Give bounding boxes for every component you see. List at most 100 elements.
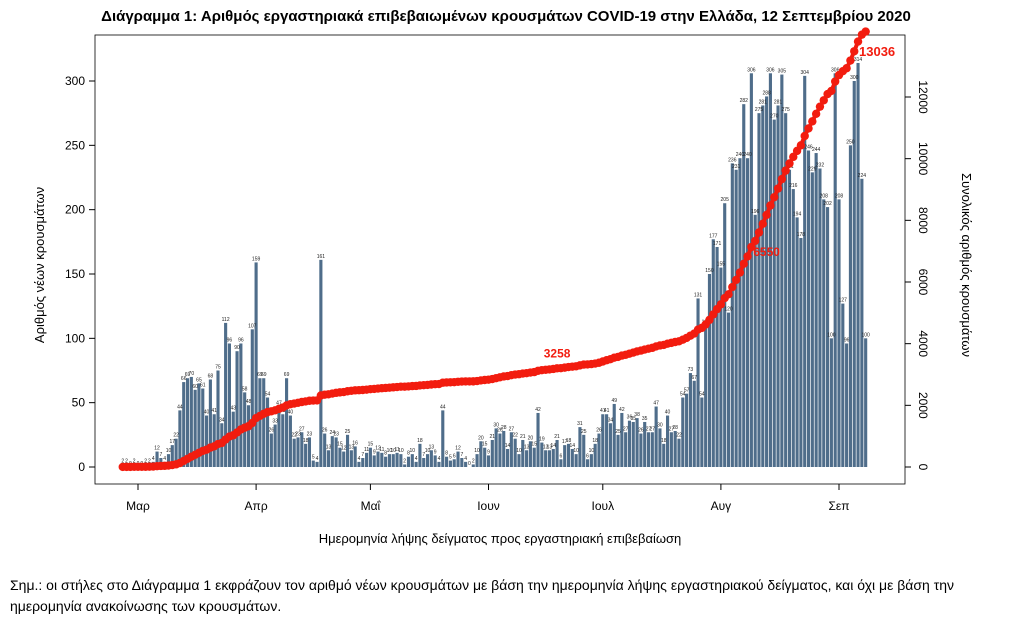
bar-value-label: 10 bbox=[166, 448, 172, 454]
bar bbox=[585, 459, 590, 467]
bar-value-label: 13 bbox=[547, 444, 553, 450]
bar-value-label: 10 bbox=[410, 448, 416, 454]
bar-value-labels: 2202002241274101722446669706065614068417… bbox=[121, 57, 870, 467]
bar-value-label: 12 bbox=[455, 446, 461, 452]
bar-value-label: 6 bbox=[453, 453, 456, 459]
bar bbox=[471, 464, 475, 467]
bar bbox=[479, 441, 483, 467]
bar-value-label: 300 bbox=[850, 75, 859, 81]
bar-value-label: 205 bbox=[721, 197, 730, 203]
bar bbox=[791, 189, 795, 467]
bar bbox=[357, 461, 361, 467]
bar-value-label: 26 bbox=[269, 428, 275, 434]
bar bbox=[505, 448, 510, 467]
bar-value-label: 27 bbox=[646, 426, 652, 432]
bar-value-label: 281 bbox=[759, 99, 768, 105]
bar-value-label: 73 bbox=[688, 367, 694, 373]
bar bbox=[738, 158, 742, 467]
bar-value-label: 0 bbox=[468, 461, 471, 467]
chart: 2202002241274101722446669706065614068417… bbox=[32, 27, 974, 546]
bar-value-label: 120 bbox=[724, 307, 733, 313]
bar bbox=[170, 445, 174, 467]
bar bbox=[456, 451, 460, 467]
bar-value-label: 24 bbox=[330, 430, 336, 436]
bar bbox=[292, 438, 296, 467]
bar-value-label: 275 bbox=[755, 107, 764, 113]
bar-value-label: 69 bbox=[261, 372, 267, 378]
bar bbox=[258, 378, 262, 467]
cumulative-point bbox=[750, 236, 760, 246]
bar-value-label: 10 bbox=[387, 448, 393, 454]
cumulative-point bbox=[811, 109, 821, 119]
bar bbox=[189, 376, 193, 467]
bar bbox=[513, 438, 517, 467]
bar bbox=[563, 445, 567, 467]
bar-value-label: 41 bbox=[211, 408, 217, 414]
bar-value-label: 236 bbox=[728, 157, 737, 163]
bar-value-label: 18 bbox=[303, 438, 309, 444]
bar bbox=[589, 454, 593, 467]
bar-value-label: 48 bbox=[246, 399, 252, 405]
y-left-tick-label: 250 bbox=[65, 138, 85, 152]
bar-value-label: 155 bbox=[717, 262, 726, 268]
bar-value-label: 13 bbox=[524, 444, 530, 450]
bar-value-label: 159 bbox=[252, 256, 261, 262]
bar bbox=[498, 433, 502, 467]
bar-value-label: 11 bbox=[394, 447, 399, 453]
bar bbox=[372, 455, 376, 467]
bar bbox=[250, 329, 254, 467]
annotation-label: 13036 bbox=[859, 44, 895, 59]
cumulative-point bbox=[819, 96, 828, 105]
plot-border bbox=[94, 34, 906, 485]
cumulative-point bbox=[804, 124, 813, 133]
x-tick-label: Αυγ bbox=[711, 499, 732, 513]
bar bbox=[559, 459, 563, 467]
bar-value-label: 18 bbox=[417, 438, 423, 444]
bar bbox=[277, 406, 281, 467]
bar bbox=[810, 172, 814, 467]
bar bbox=[570, 448, 574, 467]
bar-value-label: 47 bbox=[276, 401, 282, 407]
bar-value-label: 6 bbox=[559, 453, 562, 459]
bar bbox=[208, 379, 212, 467]
annotation-label: 6550 bbox=[753, 245, 780, 259]
bar-value-label: 216 bbox=[789, 183, 798, 189]
bar-value-label: 54 bbox=[680, 392, 686, 398]
bar bbox=[833, 73, 837, 467]
cumulative-point bbox=[781, 166, 790, 175]
bar-value-label: 18 bbox=[661, 438, 667, 444]
bar-value-label: 107 bbox=[248, 323, 257, 329]
bar-value-label: 10 bbox=[398, 448, 404, 454]
bar bbox=[155, 451, 159, 467]
y-right-tick-label: 2000 bbox=[916, 392, 930, 419]
bar-value-label: 11 bbox=[364, 447, 369, 453]
bar-value-label: 23 bbox=[295, 431, 301, 437]
bar-value-label: 2 bbox=[144, 458, 147, 464]
bar bbox=[521, 439, 525, 467]
bar bbox=[768, 73, 772, 467]
bar-value-label: 12 bbox=[154, 446, 160, 452]
bar-value-label: 16 bbox=[352, 440, 358, 446]
bar bbox=[608, 423, 612, 467]
bar-value-label: 65 bbox=[196, 377, 202, 383]
cumulative-point bbox=[724, 290, 733, 299]
bar bbox=[826, 207, 830, 468]
bar bbox=[166, 454, 171, 467]
bar bbox=[784, 113, 788, 468]
bar bbox=[319, 259, 323, 467]
bar-value-label: 14 bbox=[550, 443, 556, 449]
cumulative-point bbox=[815, 102, 825, 111]
bar-value-label: 100 bbox=[827, 332, 836, 338]
bar-value-label: 2 bbox=[121, 458, 124, 464]
bar bbox=[669, 432, 673, 467]
bar-value-label: 21 bbox=[554, 434, 560, 440]
bar-value-label: 44 bbox=[177, 404, 183, 410]
bar-value-label: 54 bbox=[699, 392, 705, 398]
bar-value-label: 306 bbox=[766, 67, 775, 73]
cumulative-line-series bbox=[118, 27, 870, 472]
bar-value-label: 17 bbox=[170, 439, 176, 445]
bar bbox=[281, 414, 285, 467]
bar bbox=[753, 214, 757, 467]
bar bbox=[551, 448, 555, 467]
bar-value-label: 42 bbox=[535, 407, 541, 413]
